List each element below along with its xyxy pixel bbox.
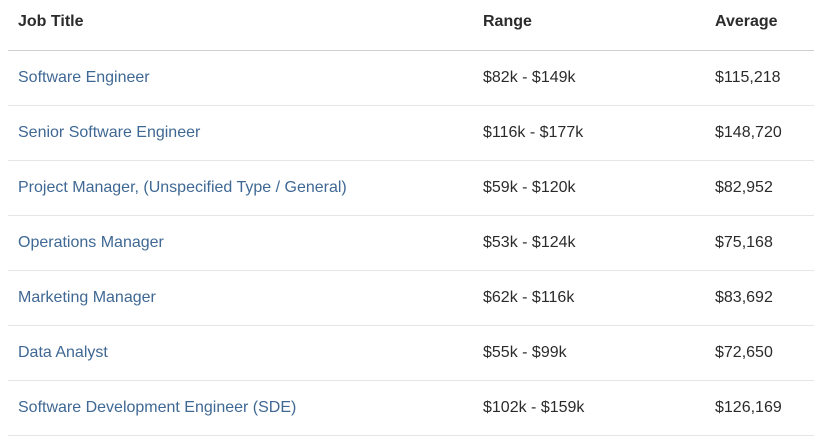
header-average: Average [715, 13, 778, 30]
average-cell: $148,720 [715, 124, 782, 141]
job-title-cell: Project Manager, (Unspecified Type / Gen… [18, 161, 347, 215]
range-cell: $53k - $124k [483, 234, 576, 251]
table-row: Project Manager, (Unspecified Type / Gen… [8, 161, 814, 216]
table-row: Senior Software Engineer $116k - $177k $… [8, 106, 814, 161]
job-title-link[interactable]: Marketing Manager [18, 289, 156, 306]
job-title-cell: Data Analyst [18, 326, 108, 380]
table-header: Job Title Range Average [8, 0, 814, 51]
job-title-link[interactable]: Project Manager, (Unspecified Type / Gen… [18, 179, 347, 196]
job-title-cell: Software Engineer [18, 51, 150, 105]
table-row: Operations Manager $53k - $124k $75,168 [8, 216, 814, 271]
job-title-cell: Marketing Manager [18, 271, 156, 325]
job-title-cell: Senior Software Engineer [18, 106, 200, 160]
average-cell: $83,692 [715, 289, 773, 306]
table-row: Software Engineer $82k - $149k $115,218 [8, 51, 814, 106]
table-row: Software Development Engineer (SDE) $102… [8, 381, 814, 436]
job-title-cell: Operations Manager [18, 216, 164, 270]
average-cell: $126,169 [715, 399, 782, 416]
range-cell: $82k - $149k [483, 69, 576, 86]
table-row: Marketing Manager $62k - $116k $83,692 [8, 271, 814, 326]
average-cell: $82,952 [715, 179, 773, 196]
range-cell: $102k - $159k [483, 399, 585, 416]
range-cell: $55k - $99k [483, 344, 567, 361]
salary-table: Job Title Range Average Software Enginee… [8, 0, 814, 436]
job-title-link[interactable]: Data Analyst [18, 344, 108, 361]
average-cell: $75,168 [715, 234, 773, 251]
average-cell: $115,218 [715, 69, 781, 86]
job-title-link[interactable]: Operations Manager [18, 234, 164, 251]
range-cell: $62k - $116k [483, 289, 575, 306]
average-cell: $72,650 [715, 344, 773, 361]
header-job-title: Job Title [18, 13, 84, 30]
job-title-cell: Software Development Engineer (SDE) [18, 381, 296, 435]
job-title-link[interactable]: Senior Software Engineer [18, 124, 201, 141]
job-title-link[interactable]: Software Engineer [18, 69, 150, 86]
job-title-link[interactable]: Software Development Engineer (SDE) [18, 399, 297, 416]
table-row: Data Analyst $55k - $99k $72,650 [8, 326, 814, 381]
header-range: Range [483, 13, 532, 30]
range-cell: $116k - $177k [483, 124, 584, 141]
range-cell: $59k - $120k [483, 179, 576, 196]
